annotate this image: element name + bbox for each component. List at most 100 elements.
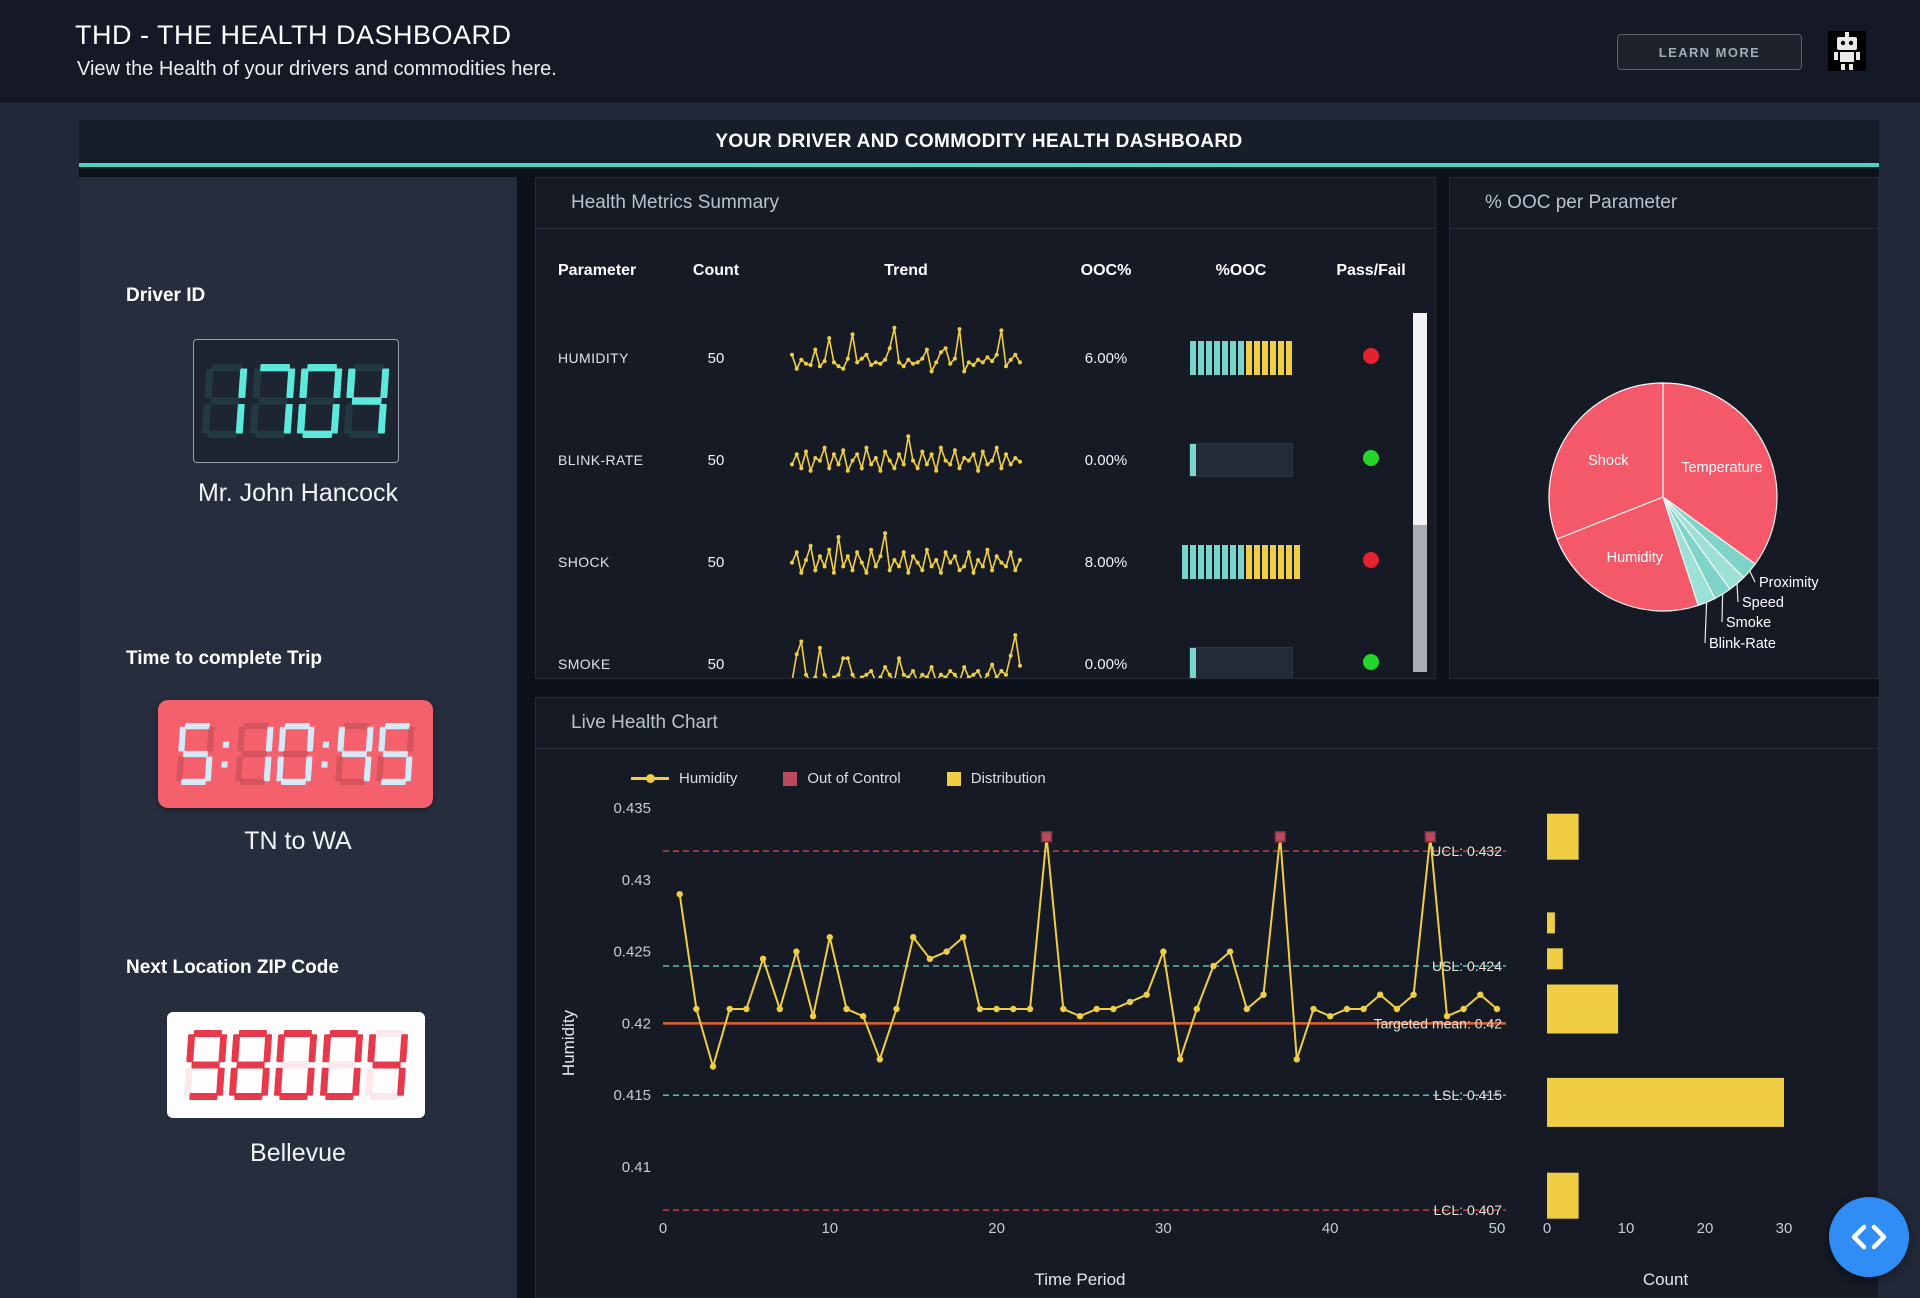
svg-text:Shock: Shock bbox=[1588, 453, 1629, 469]
svg-text:10: 10 bbox=[1618, 1220, 1635, 1237]
svg-text:0.43: 0.43 bbox=[622, 872, 651, 889]
svg-text:Smoke: Smoke bbox=[1726, 615, 1771, 631]
trip-route: TN to WA bbox=[244, 827, 352, 855]
banner-title: YOUR DRIVER AND COMMODITY HEALTH DASHBOA… bbox=[715, 131, 1243, 152]
app-logo-icon bbox=[1828, 31, 1866, 71]
zip-code-display bbox=[167, 1012, 425, 1118]
svg-text:0.41: 0.41 bbox=[622, 1159, 651, 1176]
column-header-pass-fail: Pass/Fail bbox=[1336, 262, 1406, 279]
column-header-count: Count bbox=[692, 262, 740, 279]
svg-text:Temperature: Temperature bbox=[1681, 460, 1762, 476]
live-panel-title: Live Health Chart bbox=[536, 698, 1878, 749]
svg-text:UCL: 0.432: UCL: 0.432 bbox=[1431, 843, 1502, 859]
trend-sparkline bbox=[786, 622, 1026, 678]
out-of-control-marker-icon bbox=[783, 771, 798, 786]
svg-text:Speed: Speed bbox=[1742, 595, 1784, 611]
parameter-label: SHOCK bbox=[558, 554, 610, 570]
pass-fail-indicator bbox=[1363, 347, 1379, 369]
metrics-table-row: BLINK-RATE 50 0.00% bbox=[536, 409, 1416, 511]
svg-text:0.435: 0.435 bbox=[613, 800, 651, 817]
health-metrics-panel: Health Metrics Summary Parameter Count T… bbox=[535, 177, 1436, 679]
pass-fail-indicator bbox=[1363, 653, 1379, 675]
svg-text:Proximity: Proximity bbox=[1759, 575, 1819, 591]
metrics-scrollbar-thumb[interactable] bbox=[1413, 313, 1427, 525]
app-subtitle: View the Health of your drivers and comm… bbox=[77, 58, 557, 80]
column-header-pct-ooc: %OOC bbox=[1215, 262, 1267, 279]
count-value: 50 bbox=[707, 349, 725, 367]
ooc-percent-value: 6.00% bbox=[1084, 349, 1128, 367]
metrics-panel-title: Health Metrics Summary bbox=[536, 178, 1435, 229]
ooc-gauge bbox=[1190, 341, 1292, 375]
legend-ooc-label: Out of Control bbox=[807, 770, 901, 787]
trip-time-label: Time to complete Trip bbox=[126, 648, 323, 669]
metrics-scrollbar-track[interactable] bbox=[1413, 313, 1427, 672]
column-header-ooc-pct: OOC% bbox=[1080, 262, 1132, 279]
live-health-chart-canvas: 0.435 0.43 0.425 0.42 0.415 0.41 0 10 20 30 40 50 0 1… bbox=[559, 800, 1793, 1289]
ooc-percent-value: 0.00% bbox=[1084, 451, 1128, 469]
svg-text:40: 40 bbox=[1322, 1220, 1339, 1237]
count-value: 50 bbox=[707, 655, 725, 673]
learn-more-button[interactable]: LEARN MORE bbox=[1617, 34, 1802, 70]
driver-id-label: Driver ID bbox=[126, 285, 206, 306]
ooc-gauge bbox=[1189, 443, 1293, 477]
metrics-table-body: HUMIDITY 50 6.00% BLINK-RATE 50 0.00% SHOCK 50 8… bbox=[536, 307, 1416, 678]
svg-text:30: 30 bbox=[1776, 1220, 1793, 1237]
svg-text:Time Period: Time Period bbox=[1034, 1270, 1125, 1289]
column-header-parameter: Parameter bbox=[558, 262, 637, 279]
column-header-trend: Trend bbox=[884, 262, 928, 279]
count-value: 50 bbox=[707, 553, 725, 571]
trend-sparkline bbox=[786, 418, 1026, 503]
svg-text:20: 20 bbox=[1697, 1220, 1714, 1237]
svg-text:50: 50 bbox=[1489, 1220, 1506, 1237]
legend-item-out-of-control: Out of Control bbox=[783, 770, 901, 787]
humidity-line-marker-icon bbox=[631, 774, 669, 783]
svg-text:0.425: 0.425 bbox=[613, 944, 651, 961]
svg-text:Humidity: Humidity bbox=[559, 1009, 578, 1076]
dashboard-banner: YOUR DRIVER AND COMMODITY HEALTH DASHBOA… bbox=[79, 120, 1879, 167]
svg-text:0: 0 bbox=[659, 1220, 667, 1237]
pass-fail-indicator bbox=[1363, 551, 1379, 573]
zip-code-digits bbox=[167, 1012, 425, 1118]
zip-code-label: Next Location ZIP Code bbox=[126, 957, 339, 978]
svg-text:0.42: 0.42 bbox=[622, 1015, 651, 1032]
svg-text:LCL: 0.407: LCL: 0.407 bbox=[1434, 1202, 1503, 1218]
parameter-label: SMOKE bbox=[558, 656, 611, 672]
metrics-table-row: HUMIDITY 50 6.00% bbox=[536, 307, 1416, 409]
parameter-label: HUMIDITY bbox=[558, 350, 629, 366]
trip-time-digits bbox=[158, 700, 433, 808]
parameter-label: BLINK-RATE bbox=[558, 452, 644, 468]
svg-text:Humidity: Humidity bbox=[1607, 550, 1664, 566]
svg-text:Blink-Rate: Blink-Rate bbox=[1709, 636, 1776, 652]
ooc-percent-value: 8.00% bbox=[1084, 553, 1128, 571]
metrics-table-row: SHOCK 50 8.00% bbox=[536, 511, 1416, 613]
legend-item-humidity: Humidity bbox=[631, 770, 737, 787]
svg-text:10: 10 bbox=[821, 1220, 838, 1237]
pie-panel-title: % OOC per Parameter bbox=[1450, 178, 1878, 229]
svg-text:0: 0 bbox=[1543, 1220, 1551, 1237]
svg-text:0.415: 0.415 bbox=[613, 1087, 651, 1104]
svg-text:20: 20 bbox=[988, 1220, 1005, 1237]
app-title: THD - THE HEALTH DASHBOARD bbox=[75, 20, 512, 50]
driver-id-digits bbox=[194, 340, 398, 462]
metrics-table-header: Parameter Count Trend OOC% %OOC Pass/Fai… bbox=[536, 262, 1416, 280]
carousel-nav-button[interactable] bbox=[1829, 1197, 1909, 1277]
app-header: THD - THE HEALTH DASHBOARD View the Heal… bbox=[0, 0, 1920, 104]
ooc-percent-value: 0.00% bbox=[1084, 655, 1128, 673]
count-value: 50 bbox=[707, 451, 725, 469]
legend-item-distribution: Distribution bbox=[946, 770, 1046, 787]
prev-next-chevrons-icon bbox=[1851, 1224, 1887, 1250]
trip-time-display bbox=[158, 700, 433, 808]
ooc-gauge bbox=[1182, 545, 1300, 579]
live-health-panel: Live Health Chart Humidity Out of Contro… bbox=[535, 697, 1879, 1298]
driver-name: Mr. John Hancock bbox=[197, 479, 399, 507]
svg-text:30: 30 bbox=[1155, 1220, 1172, 1237]
driver-id-display bbox=[193, 339, 399, 463]
pass-fail-indicator bbox=[1363, 449, 1379, 471]
metrics-table-row: SMOKE 50 0.00% bbox=[536, 613, 1416, 678]
ooc-pie-panel: % OOC per Parameter Temperature Proximity… bbox=[1449, 177, 1879, 679]
chart-legend: Humidity Out of Control Distribution bbox=[631, 770, 1046, 787]
trend-sparkline bbox=[786, 520, 1026, 605]
svg-text:Targeted mean: 0.42: Targeted mean: 0.42 bbox=[1374, 1015, 1503, 1031]
svg-text:LSL: 0.415: LSL: 0.415 bbox=[1434, 1087, 1502, 1103]
